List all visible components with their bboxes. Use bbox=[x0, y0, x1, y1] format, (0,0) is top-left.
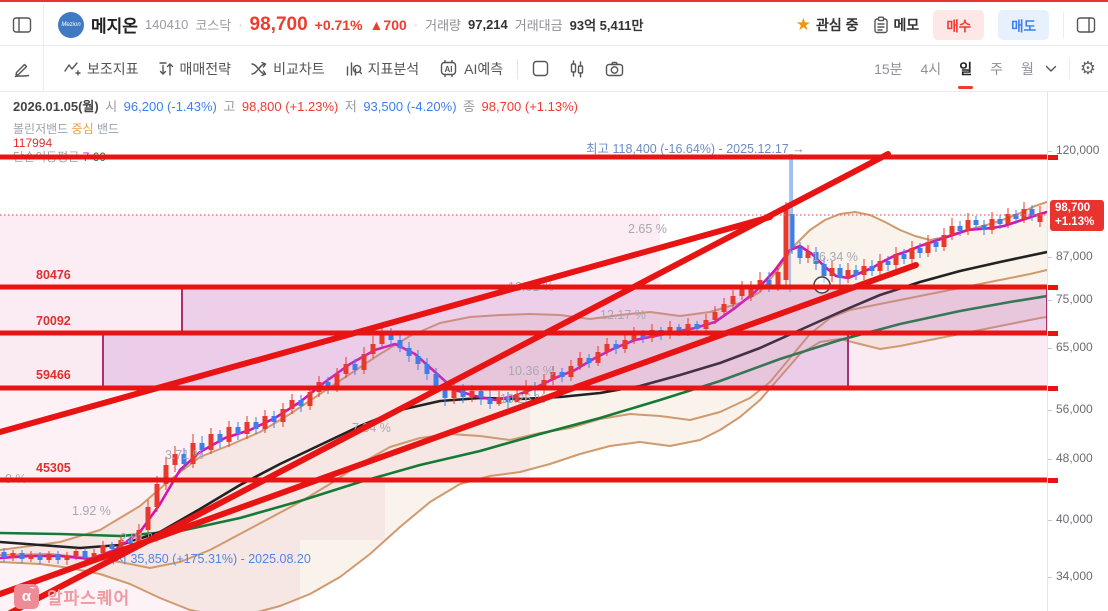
chart-canvas[interactable]: 2026.01.05(월) 시 96,200 (-1.43%) 고 98,800… bbox=[0, 92, 1047, 611]
current-price-badge: 98,700 +1.13% bbox=[1050, 200, 1104, 231]
ai-predict-label: AI예측 bbox=[464, 60, 504, 77]
value-label: 거래대금 bbox=[514, 18, 563, 33]
svg-text:← 최저 35,850 (+175.31%) - 2025.: ← 최저 35,850 (+175.31%) - 2025.08.20 bbox=[88, 552, 311, 566]
volume-label: 거래량 bbox=[425, 18, 461, 33]
svg-text:1.92 %: 1.92 % bbox=[72, 504, 111, 518]
tf-week[interactable]: 주 bbox=[990, 60, 1003, 77]
alphasquare-logo-icon: α ~ bbox=[14, 583, 39, 609]
indicator-button[interactable]: 보조지표 bbox=[54, 59, 149, 79]
value-value: 93억 5,411만 bbox=[569, 18, 644, 33]
ai-predict-button[interactable]: AI AI예측 bbox=[429, 59, 513, 79]
buy-button[interactable]: 매수 bbox=[933, 9, 985, 40]
axis-tick: 56,000 bbox=[1048, 402, 1093, 416]
header-actions: ★ 관심 중 메모 매수 매도 bbox=[796, 9, 1108, 40]
strategy-button[interactable]: 매매전략 bbox=[149, 59, 242, 79]
analysis-icon bbox=[346, 61, 362, 76]
indicator-label: 보조지표 bbox=[87, 60, 139, 77]
svg-text:2026.01.05(월) 시 96,200 (-1.43%: 2026.01.05(월) 시 96,200 (-1.43%) 고 98,800… bbox=[13, 99, 585, 114]
svg-text:12.17 %: 12.17 % bbox=[600, 308, 646, 322]
compare-button[interactable]: 비교차트 bbox=[241, 59, 335, 79]
svg-text:AI: AI bbox=[445, 65, 453, 74]
axis-tick: 87,000 bbox=[1048, 249, 1093, 263]
draw-tool-button[interactable] bbox=[0, 45, 44, 92]
alphasquare-logo-text: 알파스퀘어 bbox=[47, 589, 131, 608]
analysis-label: 지표분석 bbox=[367, 60, 420, 77]
badge-price: 98,700 bbox=[1055, 202, 1091, 214]
tf-day[interactable]: 일 bbox=[952, 55, 979, 89]
svg-text:70092: 70092 bbox=[36, 314, 71, 328]
stock-market: 코스닥 bbox=[195, 18, 232, 33]
drawn-lines-layer bbox=[0, 151, 1047, 611]
chart-toolbar: 보조지표 매매전략 비교차트 지표분석 bbox=[0, 45, 1108, 92]
svg-text:16.34 %: 16.34 % bbox=[812, 250, 858, 264]
right-panel-toggle-icon bbox=[1076, 16, 1096, 33]
sidebar-toggle-button[interactable] bbox=[0, 3, 44, 46]
right-panel-toggle-button[interactable] bbox=[1063, 11, 1096, 38]
timeframe-group: 15분 4시 일 주 월 ⚙ bbox=[867, 55, 1108, 89]
tf-4hour[interactable]: 4시 bbox=[920, 60, 942, 77]
pencil-icon bbox=[14, 63, 29, 77]
sort-arrows-icon bbox=[158, 61, 173, 76]
level-line-stub bbox=[1048, 284, 1058, 290]
level-line-stub bbox=[1048, 385, 1058, 391]
layout-button[interactable] bbox=[522, 60, 559, 77]
header: Mezion 메지온 140410 코스닥 · 98,700 +0.71% ▲7… bbox=[0, 3, 1108, 46]
chevron-down-icon[interactable] bbox=[1045, 65, 1057, 73]
tf-15min[interactable]: 15분 bbox=[874, 60, 903, 77]
level-line-stub bbox=[1048, 330, 1058, 336]
svg-text:10.36 %: 10.36 % bbox=[508, 364, 554, 378]
square-icon bbox=[532, 60, 549, 77]
svg-text:80476: 80476 bbox=[36, 268, 71, 282]
axis-tick: 40,000 bbox=[1048, 512, 1093, 526]
tf-month[interactable]: 월 bbox=[1020, 60, 1034, 77]
memo-button[interactable]: 메모 bbox=[873, 15, 920, 35]
level-line-stub bbox=[1048, 154, 1058, 160]
strategy-label: 매매전략 bbox=[179, 60, 232, 77]
sidebar-toggle-icon bbox=[12, 16, 31, 33]
compare-label: 비교차트 bbox=[273, 60, 325, 77]
axis-tick: 75,000 bbox=[1048, 292, 1093, 306]
candlestick-icon bbox=[570, 59, 584, 78]
stock-code: 140410 bbox=[144, 17, 189, 32]
svg-text:59466: 59466 bbox=[36, 368, 71, 382]
change-amount: ▲700 bbox=[369, 16, 407, 33]
current-price: 98,700 bbox=[249, 13, 308, 35]
clipboard-icon bbox=[873, 16, 888, 33]
watchlist-button[interactable]: ★ 관심 중 bbox=[796, 15, 859, 35]
volume-value: 97,214 bbox=[468, 17, 508, 32]
price-axis[interactable]: 98,700 +1.13% 120,000 87,000 75,000 65,000 5… bbox=[1047, 92, 1108, 611]
svg-text:117994: 117994 bbox=[13, 136, 52, 150]
ai-chip-icon: AI bbox=[440, 60, 457, 77]
star-icon: ★ bbox=[795, 14, 812, 34]
badge-percent: +1.13% bbox=[1055, 215, 1095, 228]
axis-tick: 120,000 bbox=[1047, 143, 1100, 157]
stock-name: 메지온 bbox=[91, 17, 138, 36]
svg-text:3.71 %: 3.71 % bbox=[165, 448, 204, 462]
level-line-stub bbox=[1048, 477, 1058, 483]
compare-icon bbox=[251, 61, 267, 76]
chart-type-button[interactable] bbox=[559, 59, 595, 78]
analysis-button[interactable]: 지표분석 bbox=[335, 59, 430, 79]
settings-gear-icon[interactable]: ⚙ bbox=[1068, 58, 1096, 79]
sell-button[interactable]: 매도 bbox=[998, 9, 1049, 40]
indicator-icon bbox=[64, 62, 81, 76]
svg-text:최고 118,400 (-16.64%) - 2025.12: 최고 118,400 (-16.64%) - 2025.12.17 → bbox=[586, 142, 805, 156]
svg-text:볼린저밴드 중심 밴드: 볼린저밴드 중심 밴드 bbox=[13, 122, 119, 136]
change-percent: +0.71% bbox=[314, 16, 363, 33]
snapshot-button[interactable] bbox=[595, 61, 634, 77]
axis-tick: 34,000 bbox=[1048, 569, 1093, 583]
camera-icon bbox=[605, 61, 624, 76]
stock-summary: Mezion 메지온 140410 코스닥 · 98,700 +0.71% ▲7… bbox=[44, 11, 796, 38]
memo-label: 메모 bbox=[893, 16, 920, 33]
svg-text:45305: 45305 bbox=[36, 461, 71, 475]
svg-text:2.65 %: 2.65 % bbox=[628, 222, 667, 236]
axis-tick: 65,000 bbox=[1048, 340, 1093, 354]
axis-tick: 48,000 bbox=[1048, 451, 1093, 465]
alphasquare-watermark: α ~ 알파스퀘어 bbox=[14, 583, 131, 609]
watchlist-label: 관심 중 bbox=[816, 16, 859, 33]
stock-logo: Mezion bbox=[58, 11, 84, 38]
